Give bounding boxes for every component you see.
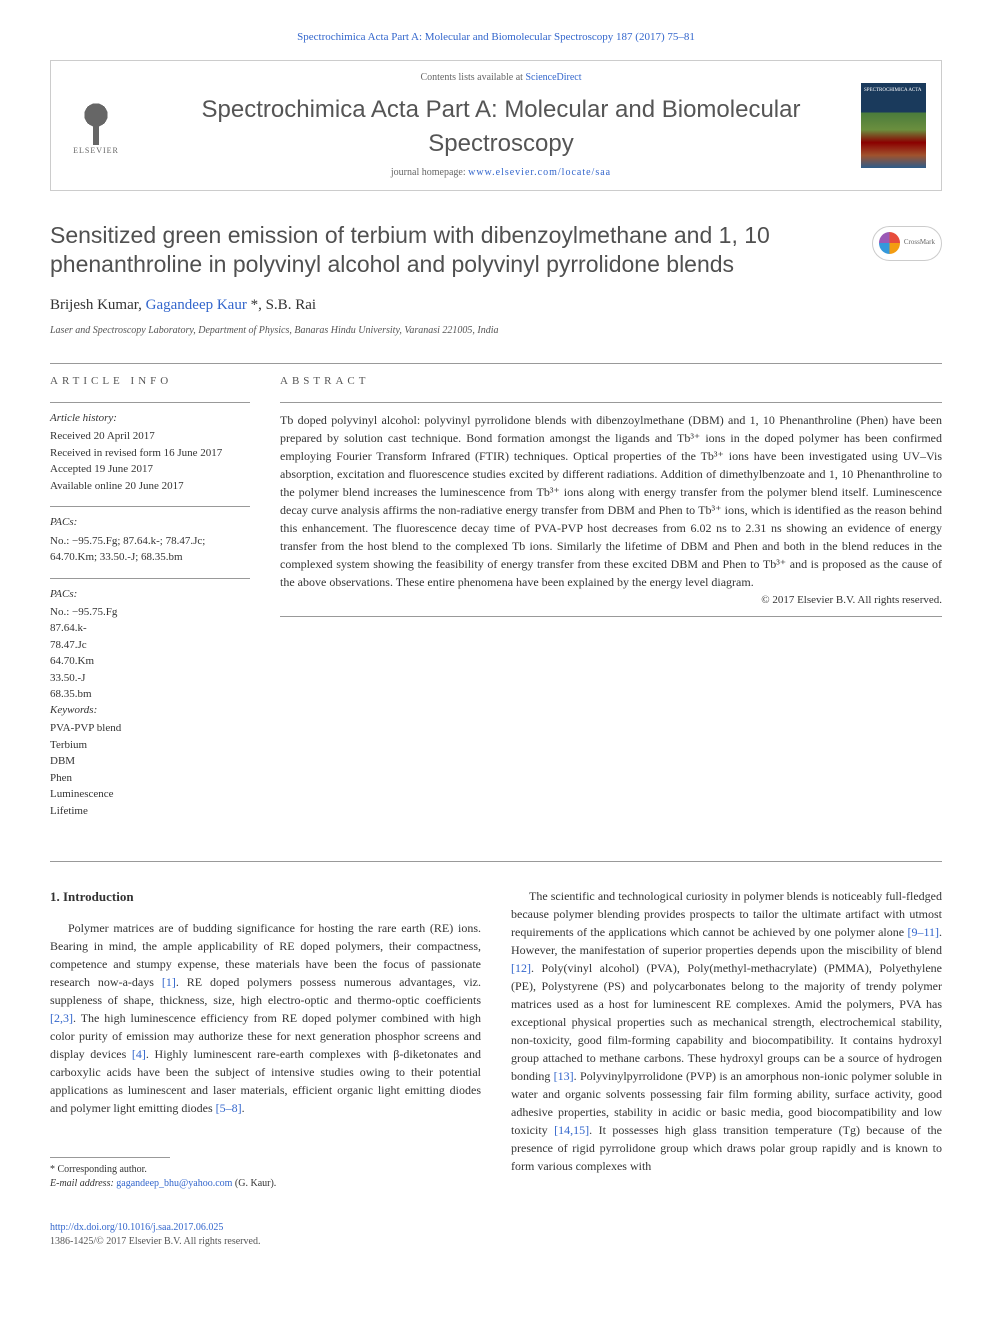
keywords-label: Keywords: <box>50 703 250 718</box>
article-history-section: Article history: Received 20 April 2017 … <box>50 411 250 494</box>
abstract-heading: ABSTRACT <box>280 374 942 389</box>
page-footer: http://dx.doi.org/10.1016/j.saa.2017.06.… <box>50 1221 942 1249</box>
email-link[interactable]: gagandeep_bhu@yahoo.com <box>116 1178 232 1189</box>
body-col-right: The scientific and technological curiosi… <box>511 887 942 1191</box>
top-citation-link[interactable]: Spectrochimica Acta Part A: Molecular an… <box>297 31 695 43</box>
divider-mid <box>50 861 942 862</box>
intro-heading: 1. Introduction <box>50 887 481 907</box>
info-divider-2 <box>50 506 250 507</box>
keyword-5: Lifetime <box>50 803 250 820</box>
divider-top <box>50 363 942 364</box>
homepage-prefix: journal homepage: <box>391 167 468 178</box>
top-citation-journal: Spectrochimica Acta Part A: Molecular an… <box>297 31 613 43</box>
pacs-list-0: No.: −95.75.Fg <box>50 604 250 621</box>
abstract-copyright: © 2017 Elsevier B.V. All rights reserved… <box>280 593 942 608</box>
footnote-divider <box>50 1157 170 1158</box>
intro-p2-c: . Poly(vinyl alcohol) (PVA), Poly(methyl… <box>511 961 942 1083</box>
top-citation: Spectrochimica Acta Part A: Molecular an… <box>50 30 942 45</box>
author-2: Gagandeep Kaur <box>146 297 247 313</box>
keyword-4: Luminescence <box>50 786 250 803</box>
email-label: E-mail address: <box>50 1178 116 1189</box>
abstract-divider-bottom <box>280 616 942 617</box>
ref-1-link[interactable]: [1] <box>162 975 176 989</box>
keyword-2: DBM <box>50 753 250 770</box>
author-2-link[interactable]: Gagandeep Kaur <box>146 297 247 313</box>
email-suffix: (G. Kaur). <box>232 1178 276 1189</box>
ref-5-8-link[interactable]: [5–8] <box>216 1101 242 1115</box>
pacs-inline: No.: −95.75.Fg; 87.64.k-; 78.47.Jc; 64.7… <box>50 533 250 566</box>
pacs-list-1: 87.64.k- <box>50 620 250 637</box>
ref-9-11-link[interactable]: [9–11] <box>907 925 939 939</box>
sciencedirect-link[interactable]: ScienceDirect <box>525 72 581 83</box>
abstract-text: Tb doped polyvinyl alcohol: polyvinyl py… <box>280 411 942 591</box>
info-divider-3 <box>50 578 250 579</box>
contents-prefix: Contents lists available at <box>420 72 525 83</box>
crossmark-label: CrossMark <box>904 238 935 248</box>
journal-cover-text: SPECTROCHIMICA ACTA <box>864 88 922 94</box>
journal-cover-thumbnail: SPECTROCHIMICA ACTA <box>861 83 926 168</box>
issn-copyright: 1386-1425/© 2017 Elsevier B.V. All right… <box>50 1235 942 1249</box>
pacs-list-2: 78.47.Jc <box>50 637 250 654</box>
keyword-0: PVA-PVP blend <box>50 720 250 737</box>
pacs-list-5: 68.35.bm <box>50 686 250 703</box>
doi-link[interactable]: http://dx.doi.org/10.1016/j.saa.2017.06.… <box>50 1222 223 1233</box>
history-label: Article history: <box>50 411 250 426</box>
abstract-col: ABSTRACT Tb doped polyvinyl alcohol: pol… <box>280 374 942 831</box>
elsevier-label: ELSEVIER <box>73 145 119 156</box>
corresponding-author-label: * Corresponding author. <box>50 1163 481 1177</box>
pacs-label-1: PACs: <box>50 515 250 530</box>
crossmark-icon <box>879 232 900 254</box>
affiliation: Laser and Spectroscopy Laboratory, Depar… <box>50 324 942 338</box>
ref-4-link[interactable]: [4] <box>132 1047 146 1061</box>
history-line-2: Accepted 19 June 2017 <box>50 461 250 478</box>
pacs-list-3: 64.70.Km <box>50 653 250 670</box>
journal-name: Spectrochimica Acta Part A: Molecular an… <box>141 93 861 160</box>
body-columns: 1. Introduction Polymer matrices are of … <box>50 887 942 1191</box>
intro-p2-a: The scientific and technological curiosi… <box>511 889 942 939</box>
intro-para-2: The scientific and technological curiosi… <box>511 887 942 1175</box>
crossmark-badge[interactable]: CrossMark <box>872 226 942 261</box>
pacs-section-2: PACs: No.: −95.75.Fg 87.64.k- 78.47.Jc 6… <box>50 587 250 820</box>
homepage-link[interactable]: www.elsevier.com/locate/saa <box>468 167 611 178</box>
author-2-mark: * <box>247 297 258 313</box>
footnote-block: * Corresponding author. E-mail address: … <box>50 1163 481 1191</box>
info-abstract-row: ARTICLE INFO Article history: Received 2… <box>50 374 942 831</box>
intro-para-1: Polymer matrices are of budding signific… <box>50 919 481 1117</box>
pacs-section-1: PACs: No.: −95.75.Fg; 87.64.k-; 78.47.Jc… <box>50 515 250 565</box>
article-info-col: ARTICLE INFO Article history: Received 2… <box>50 374 250 831</box>
header-center: Contents lists available at ScienceDirec… <box>141 71 861 179</box>
journal-header-box: ELSEVIER Contents lists available at Sci… <box>50 60 942 190</box>
intro-p1-e: . <box>242 1101 245 1115</box>
pacs-list-4: 33.50.-J <box>50 670 250 687</box>
history-line-0: Received 20 April 2017 <box>50 428 250 445</box>
keyword-1: Terbium <box>50 737 250 754</box>
elsevier-tree-icon <box>71 95 121 145</box>
body-col-left: 1. Introduction Polymer matrices are of … <box>50 887 481 1191</box>
history-line-1: Received in revised form 16 June 2017 <box>50 445 250 462</box>
ref-2-3-link[interactable]: [2,3] <box>50 1011 73 1025</box>
title-row: Sensitized green emission of terbium wit… <box>50 221 942 281</box>
author-3: , S.B. Rai <box>258 297 316 313</box>
email-line: E-mail address: gagandeep_bhu@yahoo.com … <box>50 1177 481 1191</box>
author-1: Brijesh Kumar, <box>50 297 146 313</box>
journal-homepage-line: journal homepage: www.elsevier.com/locat… <box>141 166 861 180</box>
ref-13-link[interactable]: [13] <box>554 1069 574 1083</box>
article-title: Sensitized green emission of terbium wit… <box>50 221 852 281</box>
top-citation-pages: 187 (2017) 75–81 <box>616 31 695 43</box>
authors-line: Brijesh Kumar, Gagandeep Kaur *, S.B. Ra… <box>50 295 942 316</box>
history-line-3: Available online 20 June 2017 <box>50 478 250 495</box>
article-info-heading: ARTICLE INFO <box>50 374 250 389</box>
ref-14-15-link[interactable]: [14,15] <box>554 1123 589 1137</box>
elsevier-logo: ELSEVIER <box>66 90 126 160</box>
abstract-divider <box>280 402 942 403</box>
ref-12-link[interactable]: [12] <box>511 961 531 975</box>
pacs-label-2: PACs: <box>50 587 250 602</box>
keyword-3: Phen <box>50 770 250 787</box>
info-divider-1 <box>50 402 250 403</box>
contents-line: Contents lists available at ScienceDirec… <box>141 71 861 85</box>
